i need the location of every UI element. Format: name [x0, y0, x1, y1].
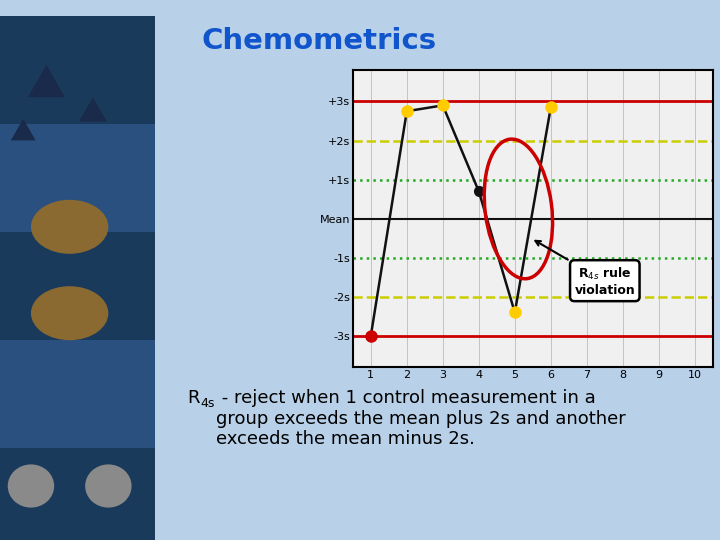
Text: 4s: 4s	[200, 397, 215, 410]
FancyBboxPatch shape	[0, 232, 155, 362]
Ellipse shape	[31, 286, 109, 340]
Ellipse shape	[8, 464, 54, 508]
Text: R$_{4s}$ rule
violation: R$_{4s}$ rule violation	[536, 241, 635, 297]
FancyBboxPatch shape	[0, 448, 155, 540]
Text: - reject when 1 control measurement in a
group exceeds the mean plus 2s and anot: - reject when 1 control measurement in a…	[216, 389, 626, 448]
FancyBboxPatch shape	[0, 340, 155, 470]
FancyBboxPatch shape	[0, 124, 155, 254]
Ellipse shape	[85, 464, 132, 508]
Polygon shape	[28, 65, 65, 97]
Polygon shape	[79, 97, 107, 122]
Polygon shape	[11, 119, 35, 140]
Ellipse shape	[31, 200, 109, 254]
Text: Chemometrics: Chemometrics	[202, 27, 437, 55]
FancyBboxPatch shape	[0, 16, 155, 146]
Text: R: R	[187, 389, 199, 407]
